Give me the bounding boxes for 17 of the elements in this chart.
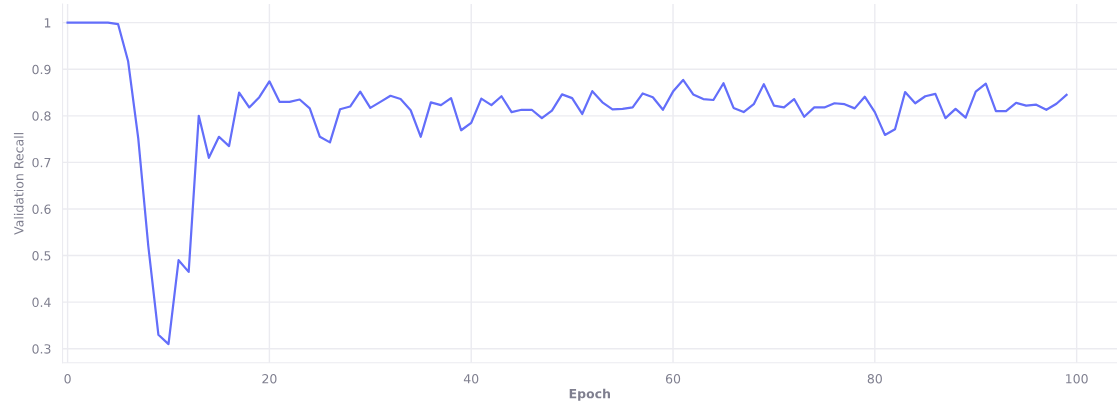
x-axis-title: Epoch xyxy=(569,388,610,401)
y-tick-label: 0.4 xyxy=(32,297,51,308)
line-series xyxy=(66,21,1068,346)
x-tick-label: 0 xyxy=(64,374,71,384)
y-tick-label: 0.5 xyxy=(32,251,51,261)
y-tick-label: 0.3 xyxy=(32,344,51,354)
y-axis-title: Validation Recall xyxy=(13,133,24,235)
x-tick-label: 20 xyxy=(262,374,277,384)
x-tick-label: 60 xyxy=(665,374,681,384)
y-tick-label: 0.6 xyxy=(32,204,51,214)
x-tick-label: 40 xyxy=(463,374,479,384)
x-tick-label: 80 xyxy=(867,374,882,384)
y-tick-label: 0.8 xyxy=(32,111,51,121)
y-tick-label: 0.9 xyxy=(32,64,51,75)
x-tick-label: 100 xyxy=(1066,374,1088,384)
y-tick-label: 0.7 xyxy=(32,157,51,168)
y-tick-label: 1 xyxy=(44,18,51,28)
